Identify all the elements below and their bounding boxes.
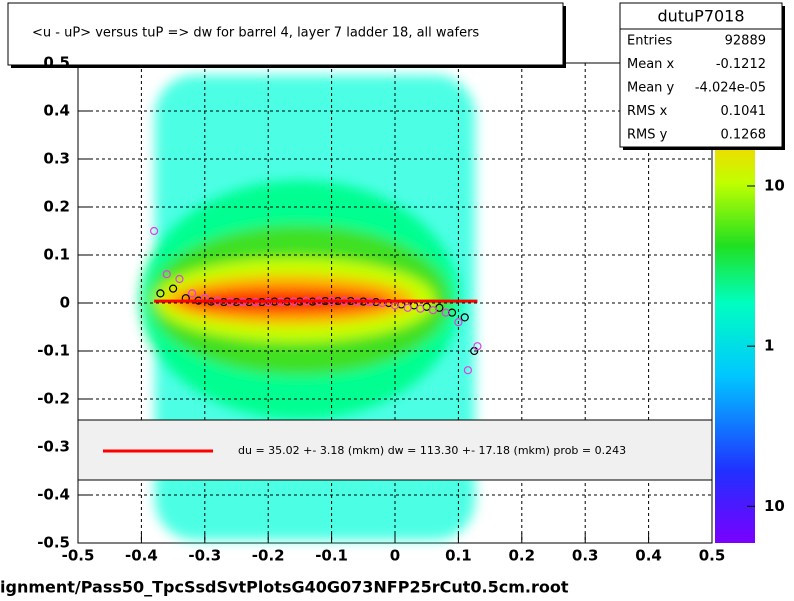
x-tick-label: -0.4	[125, 547, 158, 565]
colorbar-tick-label: 10	[764, 497, 785, 515]
stats-value: -4.024e-05	[695, 81, 766, 96]
y-tick-label: -0.3	[37, 438, 70, 456]
x-tick-label: 0	[390, 547, 400, 565]
profile-point	[428, 306, 438, 315]
y-tick-label: -0.5	[37, 534, 70, 552]
x-tick-label: 0.5	[699, 547, 726, 565]
profile-point	[378, 298, 387, 308]
y-tick-label: 0.4	[43, 102, 70, 120]
profile-point	[403, 303, 412, 312]
profile-point	[162, 270, 171, 279]
y-tick-label: 0.1	[43, 246, 70, 264]
profile-point	[441, 308, 450, 317]
y-tick-label: -0.4	[37, 486, 70, 504]
y-tick-label: 0.5	[43, 54, 70, 72]
colorbar-tick-label: 10	[764, 176, 785, 194]
chart-title: <u - uP> versus tuP => dw for barrel 4, …	[32, 26, 479, 41]
profile-point	[149, 226, 159, 236]
y-tick-label: 0.2	[43, 198, 70, 216]
x-tick-label: 0.3	[572, 547, 599, 565]
stats-value: 0.1268	[721, 128, 767, 143]
profile-point	[460, 313, 469, 322]
profile-point	[454, 318, 463, 327]
fit-legend-text: du = 35.02 +- 3.18 (mkm) dw = 113.30 +- …	[238, 444, 626, 457]
stats-label: Mean x	[627, 57, 675, 72]
x-tick-label: 0.2	[509, 547, 536, 565]
stats-label: RMS x	[627, 104, 668, 119]
stats-title: dutuP7018	[657, 7, 744, 26]
x-tick-label: 0.4	[635, 547, 662, 565]
stats-label: Mean y	[627, 81, 675, 96]
profile-point	[175, 274, 184, 284]
stats-box	[619, 2, 783, 148]
stats-value: 0.1041	[721, 104, 767, 119]
profile-point	[156, 289, 165, 298]
stats-value: -0.1212	[716, 57, 766, 72]
x-tick-label: 0.1	[445, 547, 472, 565]
x-tick-label: -0.5	[62, 547, 95, 565]
title-box	[7, 2, 564, 66]
profile-point	[447, 308, 457, 317]
x-tick-label: -0.3	[188, 547, 221, 565]
profile-point	[473, 342, 482, 351]
stats-label: RMS y	[627, 128, 668, 143]
x-tick-label: -0.1	[315, 547, 348, 565]
profile-point	[416, 304, 425, 313]
profile-point	[169, 284, 178, 293]
profile-point	[188, 289, 197, 298]
stats-value: 92889	[725, 34, 766, 49]
stats-label: Entries	[627, 34, 673, 49]
y-tick-label: 0.3	[43, 150, 70, 168]
x-tick-label: -0.2	[252, 547, 285, 565]
y-tick-label: -0.1	[37, 342, 70, 360]
footer: ignment/Pass50_TpcSsdSvtPlotsG40G073NFP2…	[0, 578, 569, 597]
colorbar-tick-label: 1	[764, 337, 774, 355]
y-tick-label: -0.2	[37, 390, 70, 408]
profile-point	[463, 366, 473, 375]
y-tick-label: 0	[60, 294, 70, 312]
